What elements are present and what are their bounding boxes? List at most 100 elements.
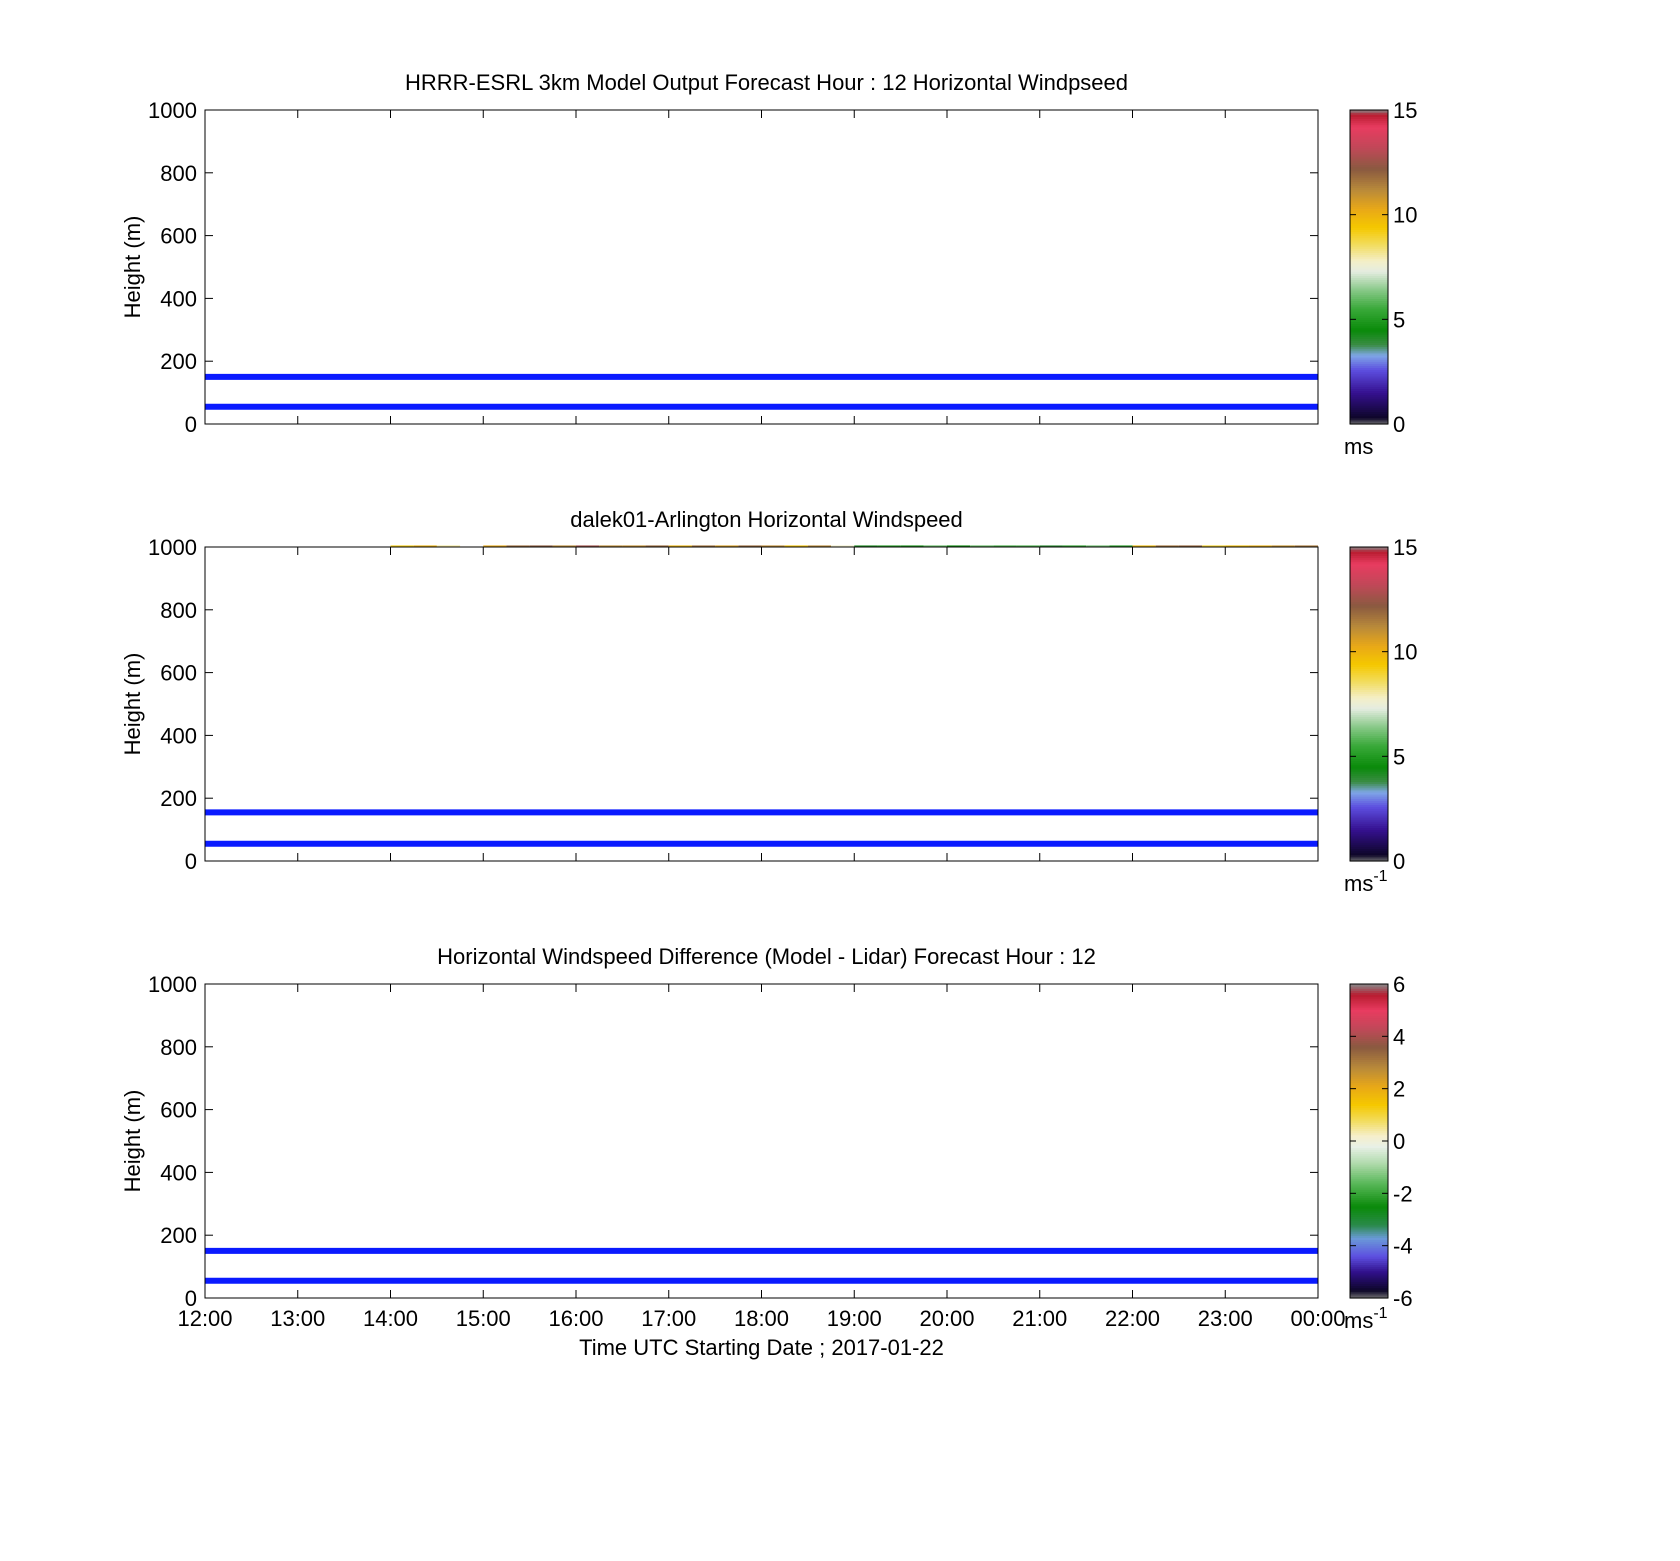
colorbar-segment: [1350, 1120, 1388, 1123]
colorbar-segment: [1350, 185, 1388, 189]
colorbar-segment: [1350, 275, 1388, 279]
colorbar-segment: [1350, 708, 1388, 711]
colorbar-segment: [1350, 371, 1388, 375]
colorbar-segment: [1350, 812, 1388, 816]
colorbar-segment: [1350, 1113, 1388, 1117]
colorbar-segment: [1350, 626, 1388, 630]
colorbar-segment: [1350, 216, 1388, 220]
colorbar-unit: ms: [1344, 1308, 1373, 1333]
colorbar-segment: [1350, 1247, 1388, 1251]
colorbar-segment: [1350, 762, 1388, 766]
colorbar-segment: [1350, 567, 1388, 571]
colorbar-segment: [1350, 405, 1388, 408]
colorbar-segment: [1350, 191, 1388, 195]
colorbar-segment: [1350, 729, 1388, 732]
colorbar-segment: [1350, 817, 1388, 820]
colorbar-segment: [1350, 179, 1388, 182]
colorbar-segment: [1350, 1099, 1388, 1102]
colorbar-segment: [1350, 743, 1388, 747]
colorbar-tick-label: -6: [1393, 1286, 1413, 1311]
colorbar-segment: [1350, 593, 1388, 596]
colorbar-segment: [1350, 653, 1388, 657]
colorbar-segment: [1350, 574, 1388, 577]
colorbar-segment: [1350, 373, 1388, 377]
colorbar-segment: [1350, 714, 1388, 718]
colorbar-segment: [1350, 586, 1388, 590]
colorbar-segment: [1350, 1279, 1388, 1282]
colorbar-segment: [1350, 1090, 1388, 1094]
colorbar-segment: [1350, 578, 1388, 582]
x-tick-label: 19:00: [827, 1306, 882, 1331]
colorbar-segment: [1350, 1161, 1388, 1165]
colorbar-segment: [1350, 1023, 1388, 1027]
colorbar-segment: [1350, 1277, 1388, 1280]
colorbar-segment: [1350, 716, 1388, 720]
colorbar-segment: [1350, 672, 1388, 676]
colorbar: 0 5 10 15 ms-1: [1344, 535, 1417, 896]
colorbar-segment: [1350, 248, 1388, 251]
colorbar-segment: [1350, 1228, 1388, 1232]
colorbar-segment: [1350, 1258, 1388, 1261]
colorbar-segment: [1350, 804, 1388, 808]
colorbar-segment: [1350, 1013, 1388, 1016]
colorbar-segment: [1350, 1065, 1388, 1069]
y-tick-label: 600: [160, 1098, 197, 1123]
colorbar-segment: [1350, 814, 1388, 818]
colorbar-segment: [1350, 791, 1388, 795]
colorbar-segment: [1350, 1287, 1388, 1291]
colorbar-segment: [1350, 1109, 1388, 1113]
colorbar-segment: [1350, 1245, 1388, 1249]
colorbar-segment: [1350, 1046, 1388, 1050]
colorbar-segment: [1350, 323, 1388, 327]
colorbar-segment: [1350, 285, 1388, 289]
colorbar-unit-label: ms: [1344, 434, 1373, 459]
y-tick-label: 200: [160, 349, 197, 374]
colorbar-segment: [1350, 777, 1388, 780]
x-tick-label: 13:00: [270, 1306, 325, 1331]
colorbar-segment: [1350, 1281, 1388, 1284]
colorbar-segment: [1350, 1187, 1388, 1190]
colorbar-segment: [1350, 783, 1388, 787]
colorbar-segment: [1350, 561, 1388, 565]
colorbar-segment: [1350, 687, 1388, 690]
colorbar-segment: [1350, 806, 1388, 810]
colorbar-segment: [1350, 1254, 1388, 1257]
colorbar-segment: [1350, 1132, 1388, 1136]
x-tick-label: 17:00: [641, 1306, 696, 1331]
colorbar-segment: [1350, 1159, 1388, 1163]
colorbar-segment: [1350, 662, 1388, 665]
colorbar-segment: [1350, 1216, 1388, 1220]
y-tick-label: 400: [160, 723, 197, 748]
colorbar-segment: [1350, 206, 1388, 209]
colorbar-segment: [1350, 403, 1388, 406]
chart-title: dalek01-Arlington Horizontal Windspeed: [570, 507, 963, 532]
x-tick-label: 15:00: [456, 1306, 511, 1331]
colorbar-segment: [1350, 710, 1388, 713]
colorbar-segment: [1350, 110, 1388, 113]
colorbar-segment: [1350, 1289, 1388, 1293]
colorbar-segment: [1350, 639, 1388, 642]
colorbar-segment: [1350, 231, 1388, 235]
colorbar-segment: [1350, 779, 1388, 783]
colorbar-segment: [1350, 607, 1388, 611]
colorbar-segment: [1350, 124, 1388, 128]
colorbar-segment: [1350, 363, 1388, 366]
colorbar-segment: [1350, 770, 1388, 774]
colorbar-segment: [1350, 390, 1388, 394]
colorbar-segment: [1350, 202, 1388, 205]
colorbar-segment: [1350, 986, 1388, 989]
colorbar-segment: [1350, 584, 1388, 588]
colorbar-tick-label: 10: [1393, 640, 1417, 665]
colorbar-segment: [1350, 407, 1388, 410]
colorbar-segment: [1350, 547, 1388, 550]
colorbar-segment: [1350, 128, 1388, 132]
colorbar-unit-exponent: -1: [1373, 868, 1387, 885]
colorbar-segment: [1350, 220, 1388, 224]
colorbar-segment: [1350, 733, 1388, 736]
colorbar-segment: [1350, 657, 1388, 661]
colorbar-segment: [1350, 840, 1388, 843]
colorbar-segment: [1350, 553, 1388, 556]
colorbar-segment: [1350, 1088, 1388, 1092]
colorbar-segment: [1350, 1195, 1388, 1199]
colorbar-segment: [1350, 195, 1388, 199]
